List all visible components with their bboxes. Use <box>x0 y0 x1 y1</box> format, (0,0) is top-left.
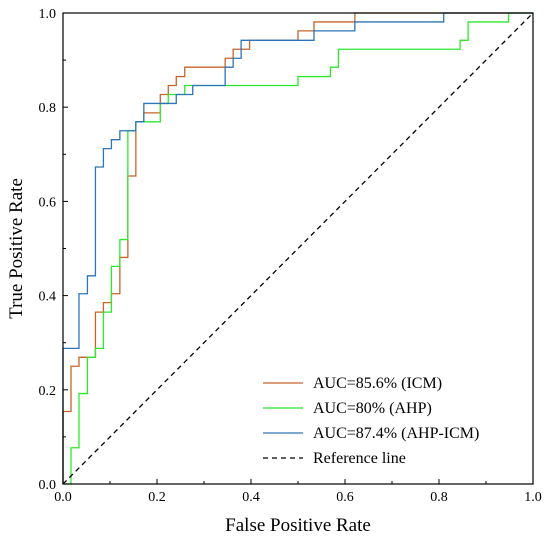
x-tick-label: 0.6 <box>336 490 354 505</box>
plot-area <box>62 12 534 485</box>
x-axis: 0.0 0.2 0.4 0.6 0.8 1.0 <box>54 479 542 505</box>
y-tick-label: 0.6 <box>39 195 57 210</box>
y-axis-title: True Positive Rate <box>6 178 27 319</box>
y-tick-label: 1.0 <box>39 7 57 22</box>
y-tick-label: 0.8 <box>39 101 57 116</box>
x-tick-label: 0.0 <box>54 490 72 505</box>
legend-label-4: Reference line <box>313 450 406 467</box>
legend-label-1: AUC=85.6% (ICM) <box>313 375 442 392</box>
x-axis-title: False Positive Rate <box>225 515 371 536</box>
legend-label-3: AUC=87.4% (AHP-ICM) <box>313 425 479 442</box>
series-line-4 <box>62 12 534 485</box>
legend: AUC=85.6% (ICM) AUC=80% (AHP) AUC=87.4% (A… <box>263 375 479 467</box>
y-tick-label: 0.0 <box>39 478 57 493</box>
x-tick-label: 0.4 <box>242 490 260 505</box>
y-tick-label: 0.4 <box>39 290 57 305</box>
x-tick-label: 0.8 <box>430 490 448 505</box>
y-axis: 0.0 0.2 0.4 0.6 0.8 1.0 <box>39 7 68 493</box>
x-tick-label: 1.0 <box>524 490 542 505</box>
legend-label-2: AUC=80% (AHP) <box>313 400 432 417</box>
series-line-2 <box>63 12 533 485</box>
series-line-3 <box>62 12 533 484</box>
x-tick-label: 0.2 <box>148 490 166 505</box>
y-tick-label: 0.2 <box>39 384 57 399</box>
